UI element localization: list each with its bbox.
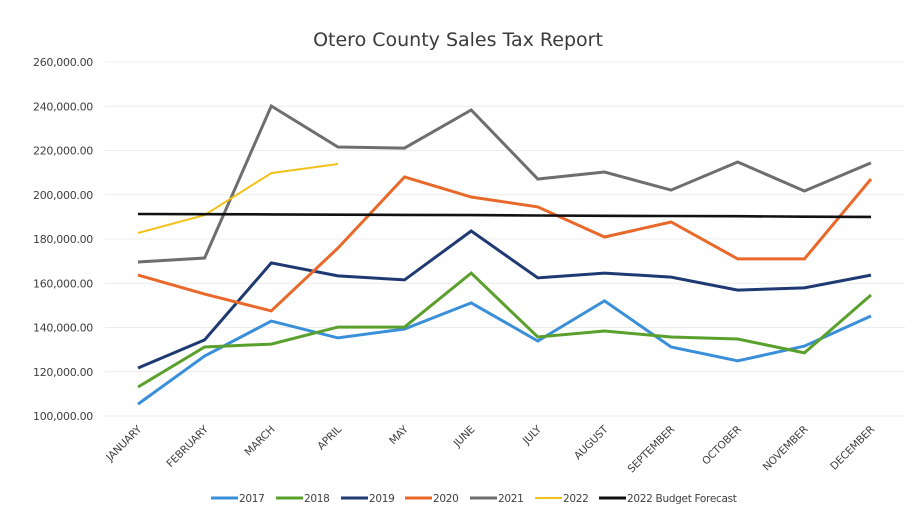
legend-label: 2022 Budget Forecast <box>627 493 737 505</box>
series-line <box>137 103 872 264</box>
y-tick-label: 180,000.00 <box>33 233 93 246</box>
gridlines <box>105 61 905 417</box>
y-tick-label: 100,000.00 <box>33 410 93 423</box>
series-2019 <box>137 229 872 370</box>
series-2022-budget-forecast <box>137 212 872 219</box>
legend-label: 2021 <box>498 493 524 505</box>
legend-item: 2022 Budget Forecast <box>599 493 737 505</box>
series-2021 <box>137 103 872 264</box>
series-2020 <box>137 175 873 313</box>
y-tick-label: 140,000.00 <box>33 322 93 335</box>
y-tick-label: 260,000.00 <box>33 56 93 69</box>
legend-item: 2018 <box>276 493 330 505</box>
series-lines <box>137 103 873 406</box>
y-axis-tick-labels: 100,000.00 120,000.00 140,000.00 160,000.00… <box>33 56 94 423</box>
legend-item: 2021 <box>470 493 524 505</box>
legend-label: 2018 <box>304 493 330 505</box>
y-tick-label: 200,000.00 <box>33 189 93 202</box>
series-2017 <box>137 299 872 406</box>
legend-item: 2017 <box>211 493 265 505</box>
legend-item: 2019 <box>341 493 395 505</box>
y-tick-label: 120,000.00 <box>33 366 93 379</box>
legend-label: 2017 <box>239 493 265 505</box>
series-line <box>137 163 339 234</box>
chart-title: Otero County Sales Tax Report <box>313 29 603 51</box>
legend-label: 2022 <box>563 493 589 505</box>
legend-item: 2022 <box>535 493 589 505</box>
series-line <box>137 229 872 370</box>
series-line <box>137 175 873 313</box>
legend: 2017 2018 2019 2020 2021 2022 2022 Budget Fore… <box>211 493 737 505</box>
series-line <box>137 271 872 389</box>
legend-item: 2020 <box>405 493 459 505</box>
legend-label: 2019 <box>369 493 395 505</box>
series-2018 <box>137 271 872 389</box>
y-tick-label: 240,000.00 <box>33 100 93 113</box>
y-tick-label: 160,000.00 <box>33 277 93 290</box>
series-line <box>137 299 872 406</box>
y-tick-label: 220,000.00 <box>33 145 93 158</box>
legend-label: 2020 <box>433 493 459 505</box>
series-line <box>137 212 872 219</box>
